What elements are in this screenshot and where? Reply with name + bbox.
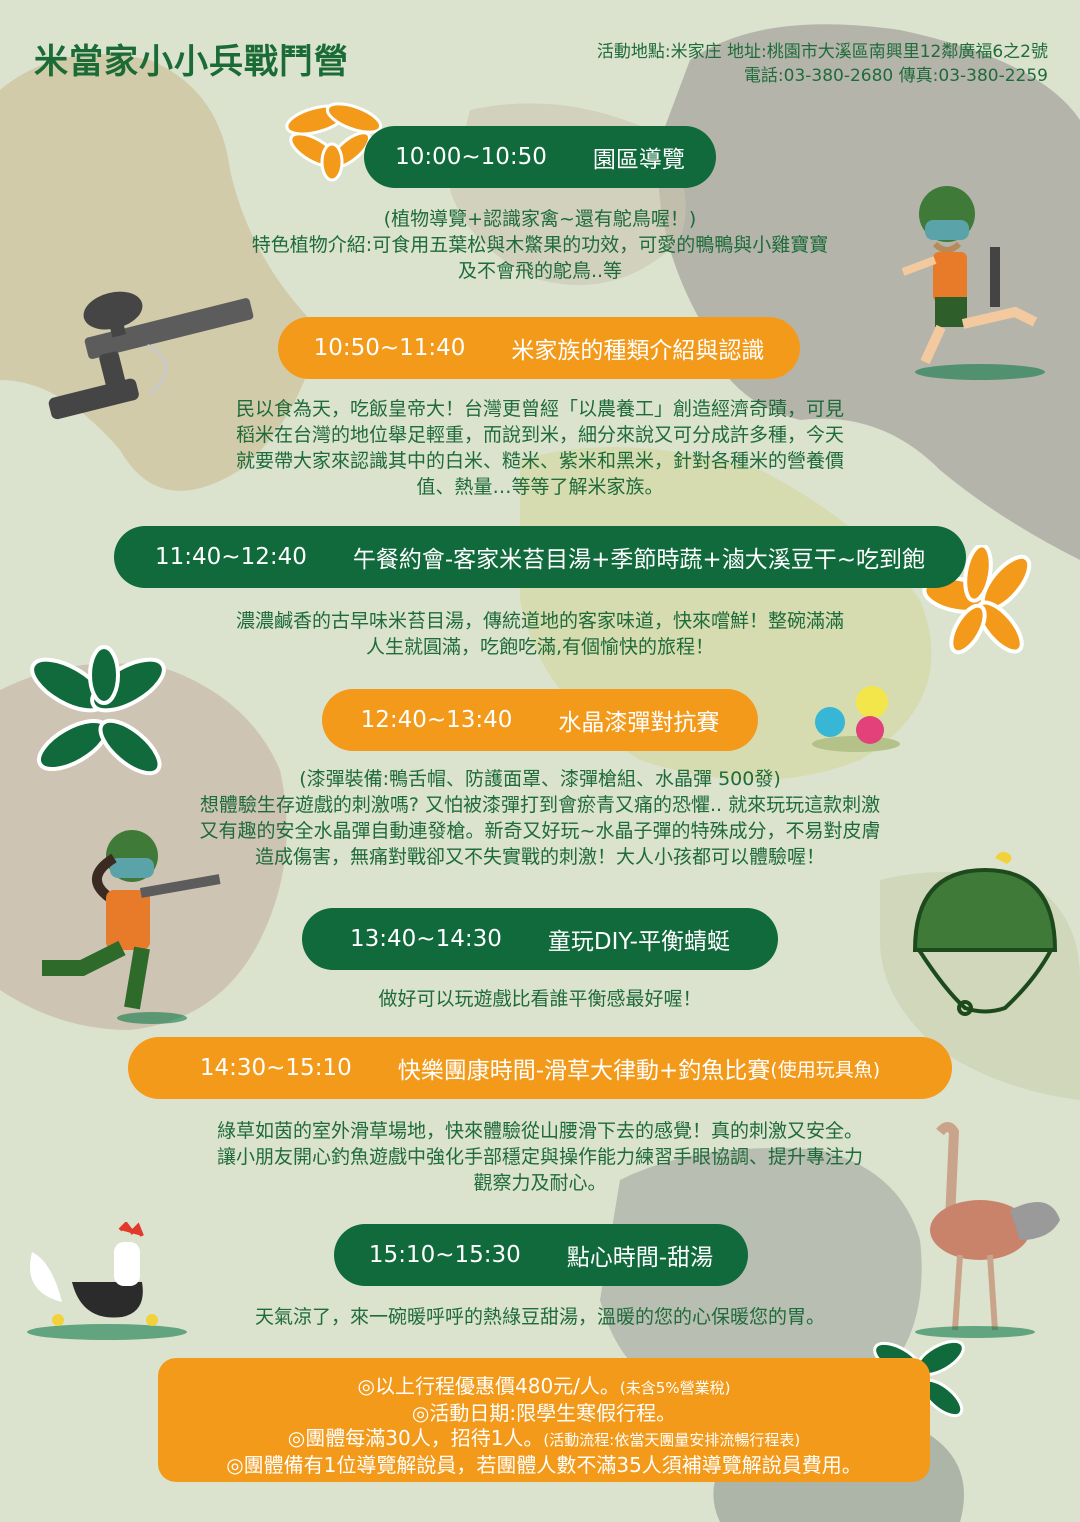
price-note: ◎以上行程優惠價480元/人。(未含5%營業稅) [158, 1374, 930, 1401]
session-time: 13:40~14:30 [350, 926, 502, 952]
session-description-3: 濃濃鹹香的古早味米苔目湯，傳統道地的客家味道，快來嚐鮮！整碗滿滿 人生就圓滿，吃… [120, 608, 960, 660]
date-note: ◎活動日期:限學生寒假行程。 [411, 1401, 677, 1425]
description-line: 觀察力及耐心。 [473, 1172, 607, 1194]
description-line: 民以食為天，吃飯皇帝大！台灣更曾經「以農養工」創造經濟奇蹟，可見 [235, 398, 844, 420]
phone-fax: 電話:03-380-2680 傳真:03-380-2259 [743, 66, 1048, 86]
flower-icon [285, 102, 383, 182]
session-pill-6: 14:30~15:10 快樂團康時間-滑草大律動+釣魚比賽 (使用玩具魚) [128, 1037, 952, 1099]
description-line: (漆彈裝備:鴨舌帽、防護面罩、漆彈槍組、水晶彈 500發) [299, 768, 781, 790]
description-line: (植物導覽+認識家禽~還有鴕鳥喔！) [383, 208, 697, 230]
group-note: ◎團體每滿30人，招待1人。(活動流程:依當天團量安排流暢行程表) [158, 1426, 930, 1453]
description-line: 想體驗生存遊戲的刺激嗎? 又怕被漆彈打到會瘀青又痛的恐懼.. 就來玩玩這款刺激 [199, 794, 881, 816]
description-line: 特色植物介紹:可食用五葉松與木鱉果的功效，可愛的鴨鴨與小雞寶寶 [251, 234, 829, 256]
session-title: 點心時間-甜湯 [566, 1245, 714, 1271]
page-title: 米當家小小兵戰鬥營 [34, 42, 349, 82]
session-description-5: 做好可以玩遊戲比看誰平衡感最好喔！ [120, 986, 960, 1012]
session-title: 米家族的種類介紹與認識 [511, 338, 765, 364]
description-line: 造成傷害，無痛對戰卻又不失實戰的刺激！大人小孩都可以體驗喔！ [254, 846, 825, 868]
soldier-kid-icon [901, 186, 1045, 380]
leaf-flower-icon [30, 645, 166, 776]
description-line: 綠草如茵的室外滑草場地，快來體驗從山腰滑下去的感覺！真的刺激又安全。 [216, 1120, 863, 1142]
description-line: 讓小朋友開心釣魚遊戲中強化手部穩定與操作能力練習手眼協調、提升專注力 [216, 1146, 863, 1168]
session-pill-3: 11:40~12:40 午餐約會-客家米苔目湯+季節時蔬+滷大溪豆干~吃到飽 [114, 526, 966, 588]
session-time: 14:30~15:10 [199, 1055, 352, 1081]
contact-info: 活動地點:米家庄 地址:桃園市大溪區南興里12鄰廣福6之2號 電話:03-380… [597, 40, 1048, 88]
note-small: (未含5%營業稅) [619, 1379, 731, 1397]
description-line: 稻米在台灣的地位舉足輕重，而說到米，細分來說又可分成許多種，今天 [235, 424, 844, 446]
session-time: 15:10~15:30 [368, 1242, 521, 1268]
description-line: 又有趣的安全水晶彈自動連發槍。新奇又好玩~水晶子彈的特殊成分，不易對皮膚 [199, 820, 881, 842]
price-notes-box: ◎以上行程優惠價480元/人。(未含5%營業稅) ◎活動日期:限學生寒假行程。 … [158, 1358, 930, 1482]
soldier-kid-icon [42, 830, 221, 1024]
session-description-1: (植物導覽+認識家禽~還有鴕鳥喔！) 特色植物介紹:可食用五葉松與木鱉果的功效，… [120, 206, 960, 284]
session-pill-7: 15:10~15:30 點心時間-甜湯 [334, 1224, 748, 1286]
ostrich-icon [915, 1122, 1060, 1338]
description-line: 人生就圓滿，吃飽吃滿,有個愉快的旅程！ [365, 636, 715, 658]
description-line: 值、熱量…等等了解米家族。 [416, 476, 664, 498]
guide-note: ◎團體備有1位導覽解說員，若團體人數不滿35人須補導覽解說員費用。 [226, 1453, 862, 1477]
session-pill-5: 13:40~14:30 童玩DIY-平衡蜻蜓 [302, 908, 778, 970]
location-address: 活動地點:米家庄 地址:桃園市大溪區南興里12鄰廣福6之2號 [596, 42, 1048, 62]
description-line: 及不會飛的鴕鳥..等 [457, 260, 623, 282]
note-text: ◎團體每滿30人，招待1人。 [287, 1426, 544, 1450]
description-line: 天氣涼了，來一碗暖呼呼的熱綠豆甜湯，溫暖的您的心保暖您的胃。 [254, 1306, 825, 1328]
session-pill-2: 10:50~11:40 米家族的種類介紹與認識 [278, 317, 800, 379]
session-title: 快樂團康時間-滑草大律動+釣魚比賽 [397, 1058, 771, 1084]
session-pill-4: 12:40~13:40 水晶漆彈對抗賽 [322, 689, 758, 751]
paintball-gun-icon [48, 291, 254, 420]
paintball-balls-icon [812, 686, 900, 752]
session-time: 11:40~12:40 [155, 544, 307, 570]
note-small: (活動流程:依當天團量安排流暢行程表) [543, 1431, 801, 1449]
session-title: 園區導覽 [592, 147, 685, 173]
session-description-2: 民以食為天，吃飯皇帝大！台灣更曾經「以農養工」創造經濟奇蹟，可見 稻米在台灣的地… [120, 396, 960, 500]
session-pill-1: 10:00~10:50 園區導覽 [364, 126, 716, 188]
rooster-icon [27, 1222, 187, 1340]
session-time: 12:40~13:40 [360, 707, 513, 733]
session-time: 10:00~10:50 [395, 144, 547, 170]
session-title-note: (使用玩具魚) [770, 1058, 881, 1081]
session-description-4: (漆彈裝備:鴨舌帽、防護面罩、漆彈槍組、水晶彈 500發) 想體驗生存遊戲的刺激… [120, 766, 960, 870]
session-title: 水晶漆彈對抗賽 [558, 710, 720, 736]
description-line: 濃濃鹹香的古早味米苔目湯，傳統道地的客家味道，快來嚐鮮！整碗滿滿 [235, 610, 844, 632]
description-line: 就要帶大家來認識其中的白米、糙米、紫米和黑米，針對各種米的營養價 [235, 450, 844, 472]
session-title: 童玩DIY-平衡蜻蜓 [547, 929, 730, 955]
session-description-6: 綠草如茵的室外滑草場地，快來體驗從山腰滑下去的感覺！真的刺激又安全。 讓小朋友開… [120, 1118, 960, 1196]
session-description-7: 天氣涼了，來一碗暖呼呼的熱綠豆甜湯，溫暖的您的心保暖您的胃。 [120, 1304, 960, 1330]
session-title: 午餐約會-客家米苔目湯+季節時蔬+滷大溪豆干~吃到飽 [352, 547, 925, 573]
helmet-icon [912, 851, 1058, 1016]
description-line: 做好可以玩遊戲比看誰平衡感最好喔！ [378, 988, 702, 1010]
session-time: 10:50~11:40 [313, 335, 466, 361]
note-text: ◎以上行程優惠價480元/人。 [357, 1374, 620, 1398]
